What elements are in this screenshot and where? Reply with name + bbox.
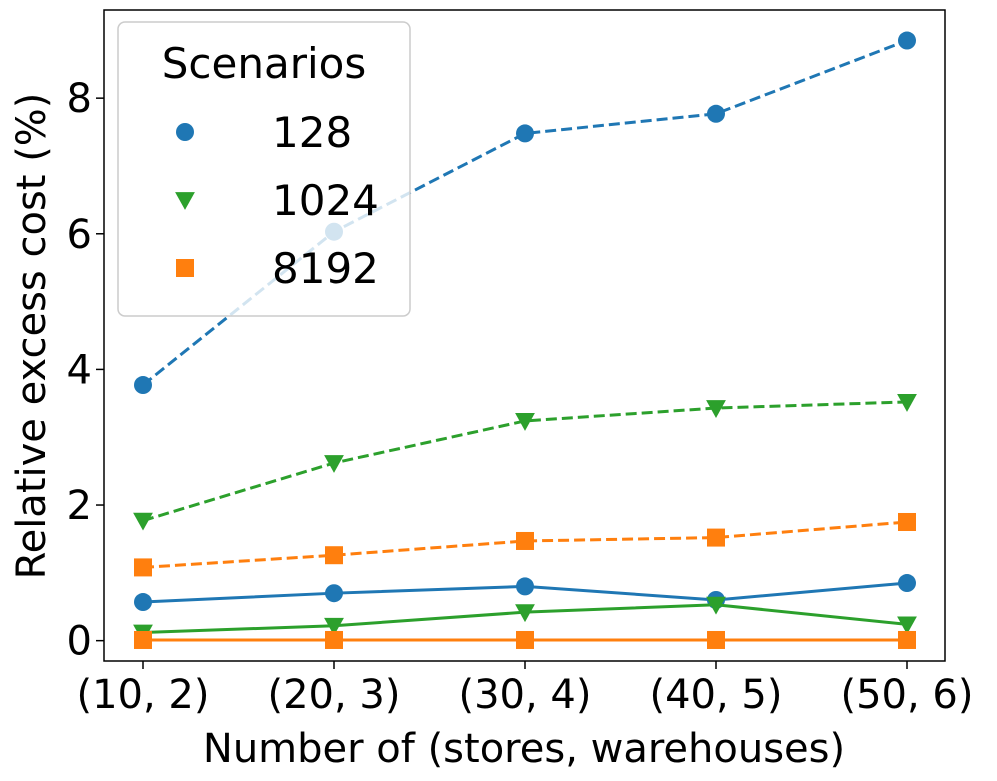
y-tick-label: 2 <box>67 483 92 529</box>
data-point <box>707 104 725 123</box>
data-point <box>516 124 534 143</box>
series-8192-dashed <box>134 512 916 577</box>
data-point <box>134 558 152 577</box>
legend-entry: 8192 <box>176 244 379 293</box>
x-tick-label: (30, 4) <box>459 672 592 718</box>
legend-marker <box>175 192 195 210</box>
y-axis-ticks: 0 2 4 6 8 <box>67 76 104 665</box>
x-axis-label: Number of (stores, warehouses) <box>203 726 845 772</box>
data-point <box>515 413 535 431</box>
legend-marker <box>176 123 194 141</box>
series-1024-solid <box>133 596 917 643</box>
y-tick-label: 0 <box>67 619 92 665</box>
legend-label: 128 <box>272 108 352 157</box>
y-tick-label: 6 <box>67 212 92 258</box>
data-point <box>516 577 534 596</box>
legend-label: 1024 <box>272 176 379 225</box>
legend: Scenarios 128 1024 8192 <box>117 21 411 317</box>
data-point <box>325 546 343 565</box>
x-tick-label: (40, 5) <box>650 672 783 718</box>
series-layer <box>133 31 917 649</box>
data-point <box>707 630 725 649</box>
data-point <box>324 455 344 473</box>
legend-label: 8192 <box>272 244 379 293</box>
series-8192-solid <box>134 630 916 649</box>
data-point <box>707 528 725 547</box>
data-point <box>515 604 535 623</box>
data-point <box>325 584 343 603</box>
data-point <box>706 400 726 418</box>
legend-entry: 128 <box>176 108 352 157</box>
series-line <box>142 400 908 523</box>
data-point <box>898 630 916 649</box>
legend-entries: 128 1024 8192 <box>175 108 379 293</box>
data-point <box>898 31 916 50</box>
data-point <box>134 593 152 612</box>
data-point <box>706 596 726 615</box>
data-point <box>897 616 917 635</box>
data-point <box>898 574 916 593</box>
x-tick-label: (50, 6) <box>841 672 974 718</box>
x-tick-label: (10, 2) <box>77 672 210 718</box>
y-tick-label: 4 <box>67 347 92 393</box>
x-axis-ticks: (10, 2) (20, 3) (30, 4) (40, 5) (50, 6) <box>77 661 974 718</box>
legend-marker <box>176 259 194 277</box>
data-point <box>898 512 916 531</box>
data-point <box>134 376 152 395</box>
x-tick-label: (20, 3) <box>268 672 401 718</box>
data-point <box>325 630 343 649</box>
y-tick-label: 8 <box>67 76 92 122</box>
data-point <box>134 630 152 649</box>
data-point <box>133 512 153 531</box>
data-point <box>516 531 534 550</box>
data-point <box>516 630 534 649</box>
legend-title: Scenarios <box>162 39 366 88</box>
legend-entry: 1024 <box>175 176 379 225</box>
data-point <box>324 617 344 636</box>
y-axis-label: Relative excess cost (%) <box>9 93 55 580</box>
data-point <box>897 394 917 412</box>
series-1024-dashed <box>133 394 917 531</box>
legend-frame <box>117 21 411 317</box>
